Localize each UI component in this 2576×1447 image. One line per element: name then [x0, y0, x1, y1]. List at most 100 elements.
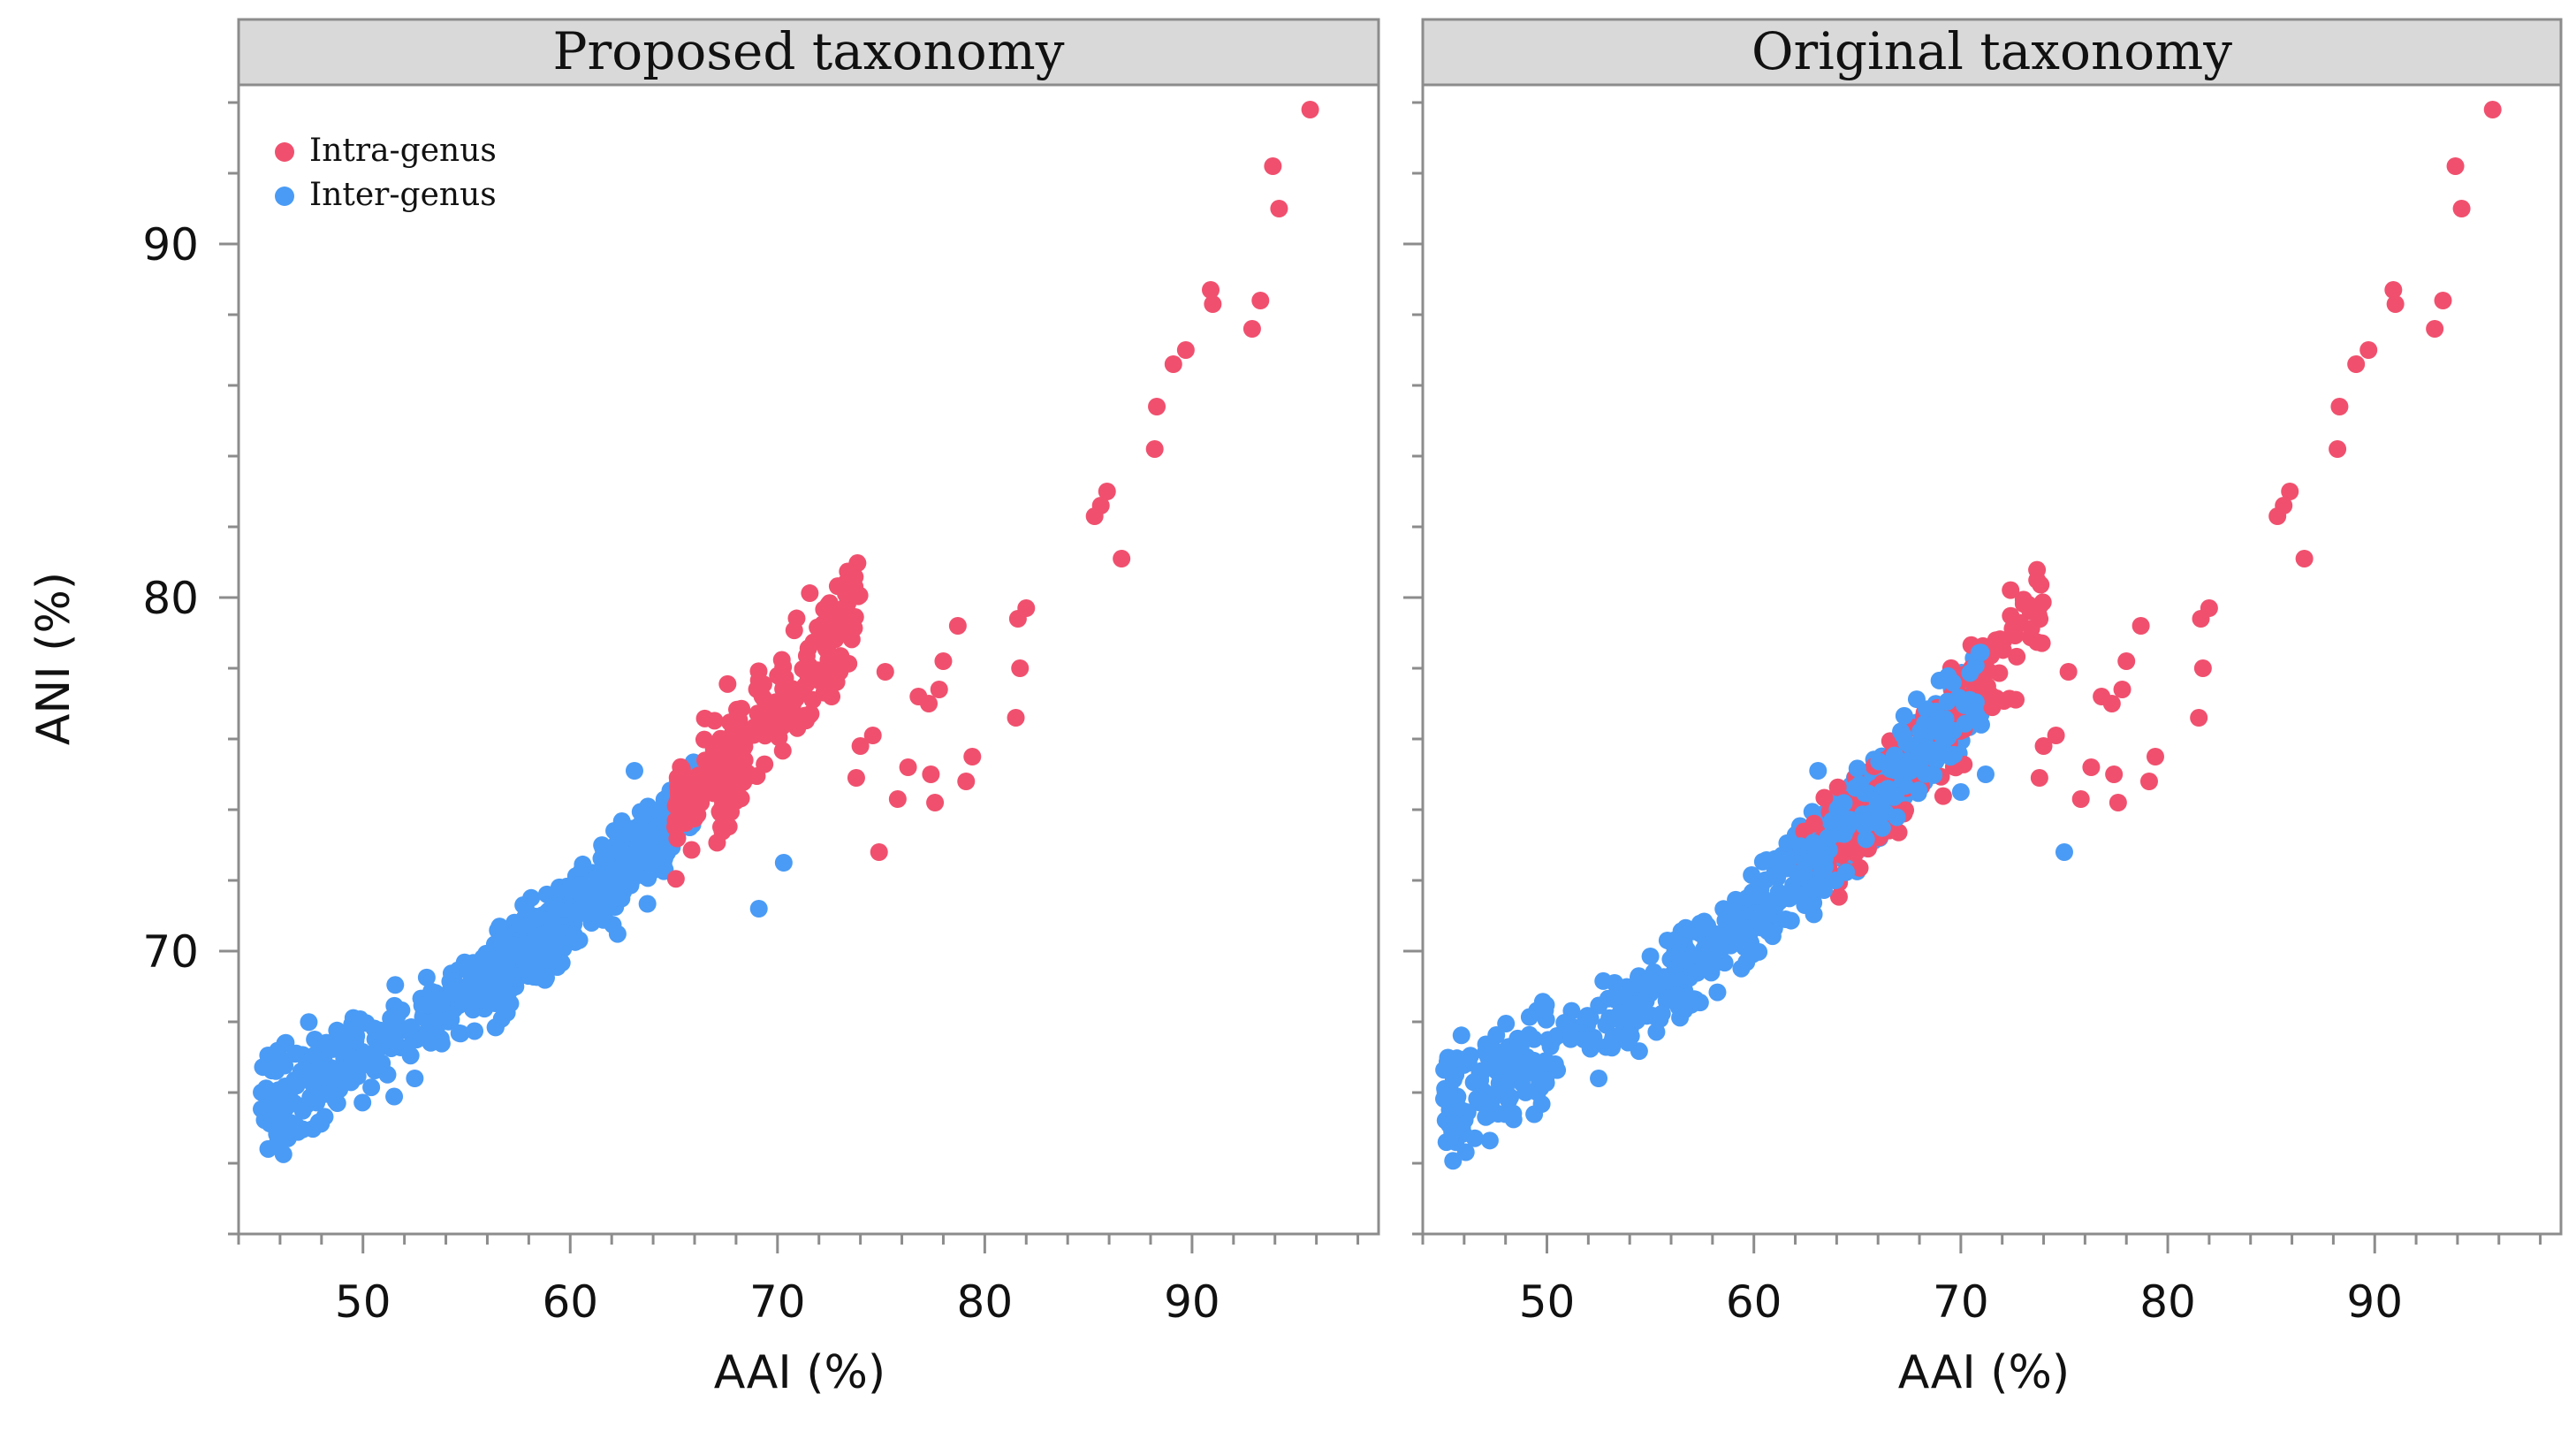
scatter-point-inter-genus: [352, 1057, 370, 1076]
scatter-point-intra-genus: [926, 794, 945, 811]
axis-ticks: [1403, 101, 2542, 1253]
scatter-point-intra-genus: [934, 652, 953, 670]
scatter-point-intra-genus: [1145, 440, 1164, 458]
scatter-point-inter-genus: [259, 1085, 277, 1104]
scatter-point-intra-genus: [794, 659, 812, 678]
scatter-point-intra-genus: [2003, 620, 2022, 638]
scatter-point-inter-genus: [419, 996, 437, 1015]
scatter-point-intra-genus: [1991, 630, 2010, 649]
scatter-point-inter-genus: [322, 1060, 340, 1078]
legend: Intra-genus Inter-genus: [275, 133, 497, 213]
scatter-point-inter-genus: [1464, 1073, 1483, 1092]
scatter-point-intra-genus: [824, 621, 842, 640]
scatter-point-inter-genus: [1435, 1061, 1454, 1079]
scatter-point-inter-genus: [1868, 794, 1887, 812]
scatter-point-intra-genus: [1829, 887, 1848, 906]
scatter-point-intra-genus: [1113, 550, 1131, 567]
scatter-point-inter-genus: [1888, 808, 1906, 826]
scatter-point-inter-genus: [1776, 910, 1795, 929]
panel-title: Original taxonomy: [1752, 21, 2232, 81]
scatter-point-inter-genus: [560, 880, 579, 899]
scatter-point-intra-genus: [773, 742, 792, 760]
scatter-point-inter-genus: [291, 1070, 309, 1088]
x-axis-label: AAI (%): [1898, 1346, 2070, 1399]
scatter-point-inter-genus: [1886, 747, 1904, 765]
scatter-point-inter-genus: [1525, 1105, 1544, 1123]
scatter-point-inter-genus: [1622, 1027, 1640, 1046]
scatter-point-intra-genus: [802, 704, 820, 723]
scatter-point-intra-genus: [899, 758, 917, 776]
scatter-point-inter-genus: [1628, 974, 1646, 993]
scatter-point-inter-genus: [1479, 1106, 1498, 1124]
scatter-point-inter-genus: [1537, 1054, 1555, 1072]
scatter-point-intra-genus: [2434, 292, 2452, 309]
scatter-point-intra-genus: [2268, 507, 2287, 525]
scatter-point-intra-genus: [1264, 157, 1282, 175]
scatter-point-inter-genus: [1594, 971, 1613, 990]
scatter-point-inter-genus: [514, 895, 533, 914]
x-tick-label-70: 70: [1933, 1276, 1989, 1328]
legend-label-intra-genus: Intra-genus: [309, 133, 497, 169]
scatter-point-intra-genus: [1828, 778, 1847, 796]
scatter-point-inter-genus: [304, 1120, 323, 1139]
scatter-point-intra-genus: [717, 794, 735, 812]
scatter-point-inter-genus: [1562, 1028, 1581, 1047]
legend-label-inter-genus: Inter-genus: [309, 177, 497, 213]
scatter-point-inter-genus: [1439, 1090, 1457, 1108]
scatter-point-intra-genus: [748, 766, 766, 785]
scatter-point-inter-genus: [1949, 689, 1968, 707]
scatter-point-inter-genus: [1791, 837, 1810, 856]
scatter-point-inter-genus: [432, 1034, 451, 1053]
scatter-point-inter-genus: [1497, 1077, 1516, 1095]
scatter-point-inter-genus: [1686, 990, 1705, 1009]
scatter-point-intra-genus: [1995, 691, 2013, 710]
scatter-point-intra-genus: [2109, 794, 2127, 811]
scatter-point-intra-genus: [2082, 758, 2101, 776]
scatter-point-intra-genus: [2093, 688, 2111, 705]
scatter-point-inter-genus: [343, 1015, 361, 1033]
scatter-point-intra-genus: [1176, 341, 1195, 359]
scatter-point-inter-genus: [431, 994, 450, 1013]
scatter-point-inter-genus: [1658, 931, 1676, 949]
scatter-point-inter-genus: [1723, 902, 1742, 921]
scatter-point-inter-genus: [262, 1062, 281, 1080]
y-tick-label-70: 70: [142, 926, 199, 978]
scatter-point-intra-genus: [1251, 292, 1270, 309]
scatter-point-inter-genus: [459, 959, 477, 978]
scatter-point-intra-genus: [1202, 281, 1220, 299]
x-tick-label-80: 80: [957, 1276, 1014, 1328]
scatter-point-intra-genus: [922, 765, 940, 783]
scatter-point-inter-genus: [1715, 929, 1734, 948]
scatter-point-intra-genus: [948, 617, 967, 635]
scatter-point-intra-genus: [1164, 355, 1182, 373]
scatter-point-intra-genus: [930, 681, 948, 698]
scatter-point-inter-genus: [1892, 765, 1911, 784]
scatter-point-inter-genus: [591, 882, 610, 901]
scatter-point-intra-genus: [730, 711, 748, 729]
legend-marker-inter-genus: [275, 187, 294, 206]
scatter-point-intra-genus: [2147, 748, 2165, 765]
scatter-point-intra-genus: [1204, 295, 1222, 313]
scatter-point-intra-genus: [770, 728, 788, 747]
scatter-point-inter-genus: [1653, 1004, 1671, 1023]
scatter-point-intra-genus: [2446, 157, 2465, 175]
scatter-point-inter-genus: [362, 1078, 381, 1097]
scatter-point-intra-genus: [2030, 769, 2048, 787]
scatter-point-inter-genus: [608, 925, 627, 943]
inter-genus-cloud: [253, 554, 869, 1163]
scatter-point-inter-genus: [513, 916, 532, 934]
data-points: [1590, 101, 2502, 1087]
axis-ticks: [219, 101, 1360, 1253]
scatter-point-intra-genus: [1270, 200, 1288, 217]
x-tick-label-90: 90: [2346, 1276, 2403, 1328]
scatter-point-intra-genus: [769, 666, 787, 685]
scatter-point-inter-genus: [569, 904, 588, 923]
scatter-point-inter-genus: [584, 910, 603, 928]
scatter-point-inter-genus: [466, 1022, 484, 1040]
scatter-point-intra-genus: [1934, 787, 1952, 805]
scatter-point-inter-genus: [1951, 783, 1970, 801]
scatter-point-inter-genus: [1477, 1035, 1495, 1054]
scatter-point-inter-genus: [1715, 954, 1734, 972]
scatter-point-intra-genus: [709, 774, 727, 793]
scatter-point-inter-genus: [552, 934, 571, 953]
